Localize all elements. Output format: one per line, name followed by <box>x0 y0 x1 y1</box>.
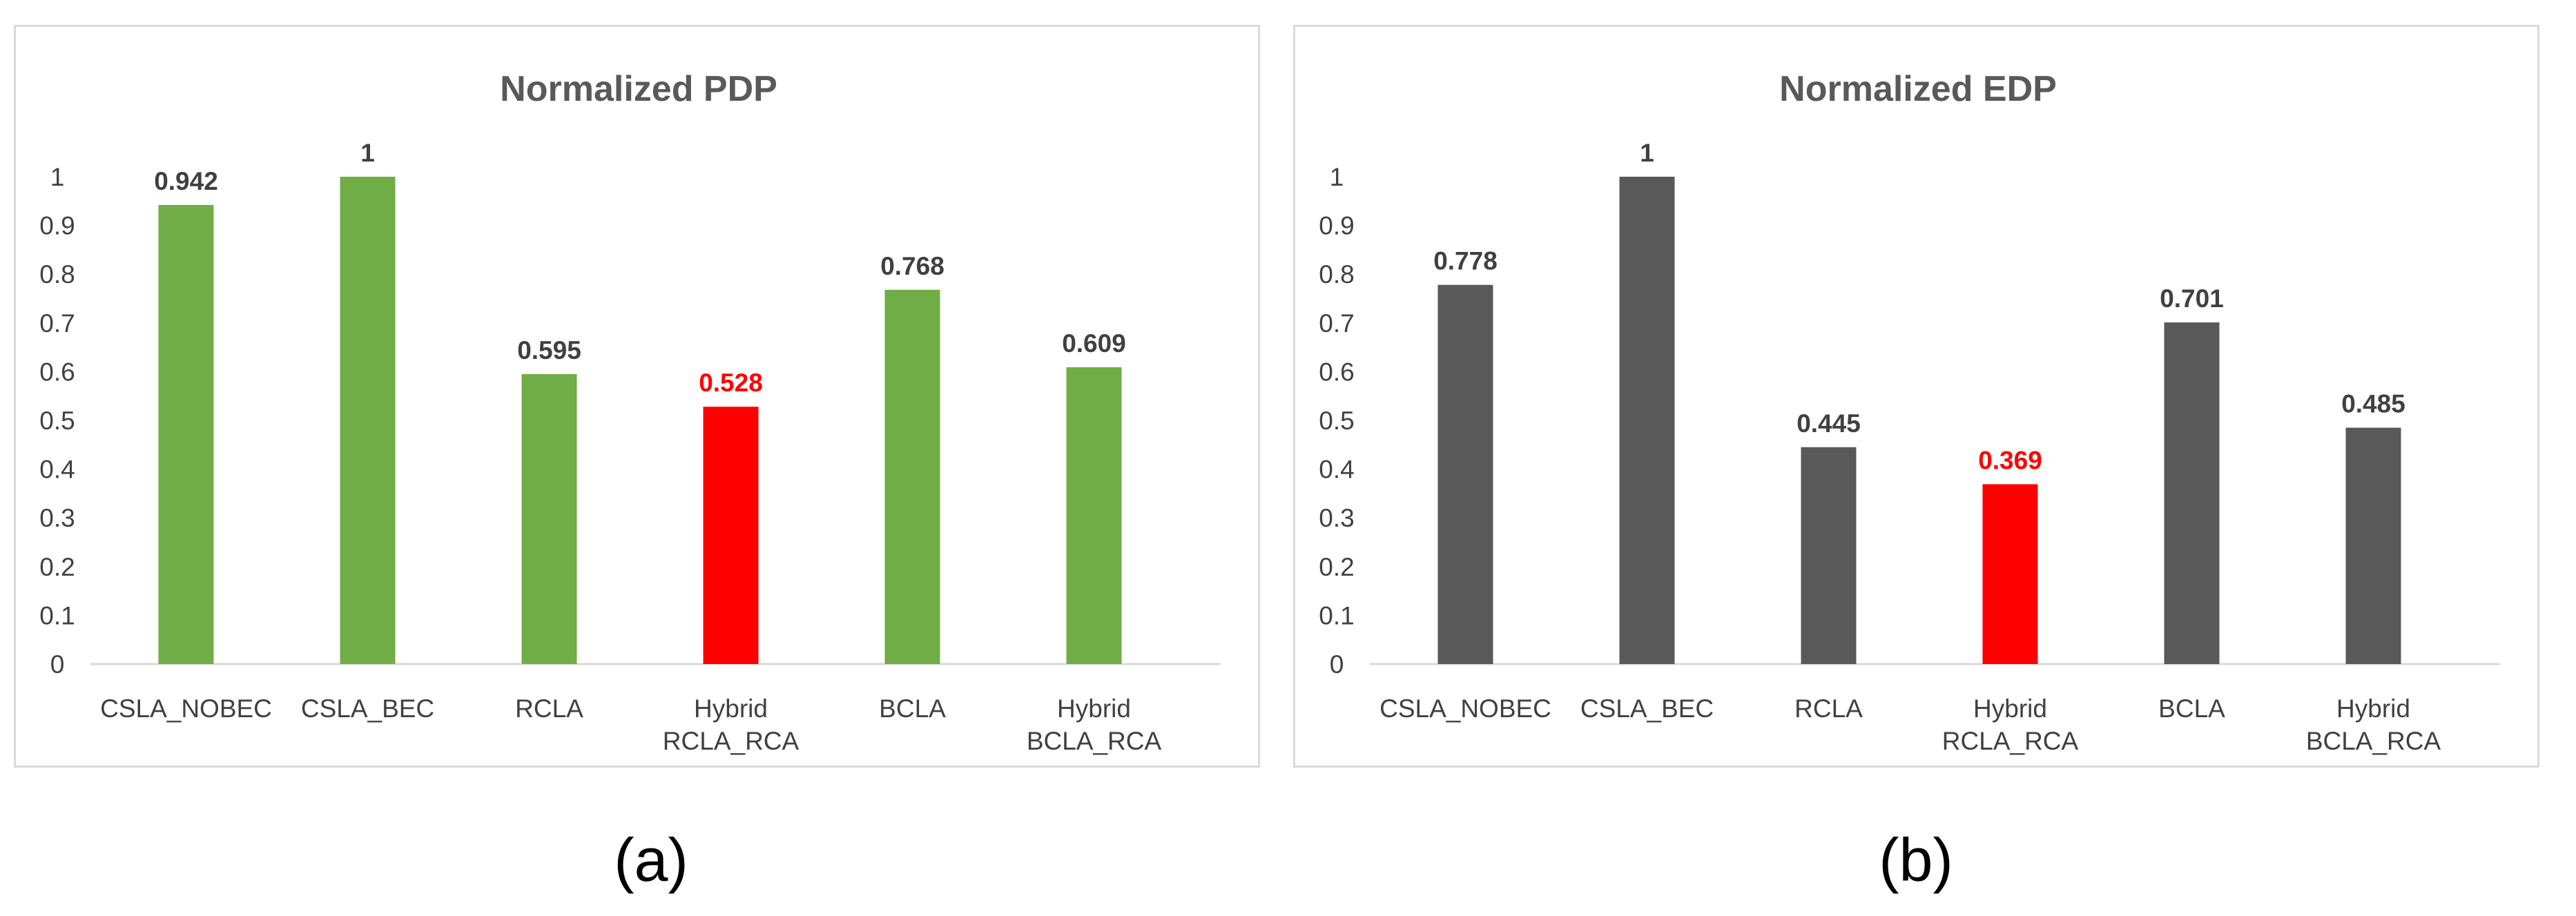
bar <box>521 373 577 664</box>
x-category-label: CSLA_BEC <box>1580 694 1714 723</box>
data-label: 1 <box>1640 139 1654 167</box>
data-label: 0.942 <box>154 167 218 195</box>
x-category-label: BCLA_RCA <box>2306 727 2441 755</box>
caption-a: (a) <box>614 826 688 894</box>
y-tick-label: 1 <box>1330 163 1344 191</box>
bar <box>2345 427 2401 664</box>
x-category-label: CSLA_BEC <box>301 694 434 723</box>
caption-b: (b) <box>1879 826 1953 894</box>
data-label: 0.485 <box>2341 390 2405 418</box>
y-tick-label: 0.6 <box>1319 358 1354 386</box>
data-label: 0.445 <box>1797 409 1861 438</box>
y-tick-label: 0.5 <box>1319 407 1354 435</box>
bar <box>884 289 940 664</box>
x-category-label: Hybrid <box>1973 694 2047 723</box>
y-tick-label: 0.3 <box>1319 504 1354 532</box>
x-category-label: RCLA_RCA <box>1942 727 2079 755</box>
y-tick-label: 0.7 <box>1319 309 1354 338</box>
data-label: 0.768 <box>880 252 945 280</box>
y-tick-label: 0 <box>1330 650 1344 679</box>
bar <box>1801 447 1857 664</box>
edp-chart: Normalized EDP 0 0.1 0.2 0.3 0.4 0.5 0.6 0.7 0.8 0… <box>1319 69 2500 755</box>
chart-title: Normalized EDP <box>1779 69 2057 109</box>
bar <box>158 204 214 664</box>
y-tick-label: 0.9 <box>39 212 75 240</box>
x-category-label: RCLA <box>1794 694 1863 723</box>
y-tick-label: 0.6 <box>39 358 75 386</box>
x-category-label: BCLA <box>2158 694 2225 723</box>
bar <box>2164 322 2220 664</box>
bar <box>1982 484 2038 664</box>
y-tick-label: 0.8 <box>1319 260 1354 289</box>
data-label: 0.369 <box>1978 446 2042 474</box>
y-tick-label: 0.4 <box>1319 456 1354 484</box>
data-label: 1 <box>360 139 375 167</box>
x-category-label: RCLA <box>515 694 583 723</box>
x-category-label: Hybrid <box>1057 694 1131 723</box>
y-tick-label: 0.1 <box>39 601 75 630</box>
data-label: 0.609 <box>1062 329 1126 358</box>
bar <box>1619 177 1675 664</box>
y-tick-label: 0.3 <box>39 504 75 532</box>
y-tick-label: 0.1 <box>1319 601 1354 630</box>
y-tick-label: 0.5 <box>39 407 75 435</box>
y-tick-label: 0.2 <box>1319 553 1354 581</box>
y-tick-label: 0.2 <box>39 553 75 581</box>
data-label: 0.528 <box>699 369 763 397</box>
y-tick-label: 0.4 <box>39 456 75 484</box>
bar <box>703 407 759 664</box>
x-category-label: BCLA <box>879 694 946 723</box>
x-category-label: BCLA_RCA <box>1027 727 1162 755</box>
y-tick-label: 0.7 <box>39 309 75 338</box>
bar <box>340 177 396 664</box>
bar <box>1066 367 1122 664</box>
y-tick-label: 0 <box>50 650 65 679</box>
x-category-label: RCLA_RCA <box>663 727 800 755</box>
x-category-label: CSLA_NOBEC <box>1379 694 1551 723</box>
data-label: 0.778 <box>1433 247 1498 275</box>
chart-panel-pdp: Normalized PDP 0 0.1 0.2 0.3 0.4 0.5 0.6 0.7 0.8 0… <box>14 25 1260 768</box>
x-category-label: Hybrid <box>2336 694 2410 723</box>
y-tick-label: 1 <box>50 163 65 191</box>
pdp-chart: Normalized PDP 0 0.1 0.2 0.3 0.4 0.5 0.6 0.7 0.8 0… <box>39 69 1221 755</box>
x-category-label: Hybrid <box>694 694 768 723</box>
y-tick-label: 0.8 <box>39 260 75 289</box>
y-tick-label: 0.9 <box>1319 212 1354 240</box>
x-category-label: CSLA_NOBEC <box>100 694 272 723</box>
data-label: 0.701 <box>2160 284 2224 313</box>
chart-title: Normalized PDP <box>500 69 777 109</box>
chart-panel-edp: Normalized EDP 0 0.1 0.2 0.3 0.4 0.5 0.6 0.7 0.8 0… <box>1293 25 2539 768</box>
bar <box>1437 284 1493 664</box>
data-label: 0.595 <box>517 336 581 364</box>
